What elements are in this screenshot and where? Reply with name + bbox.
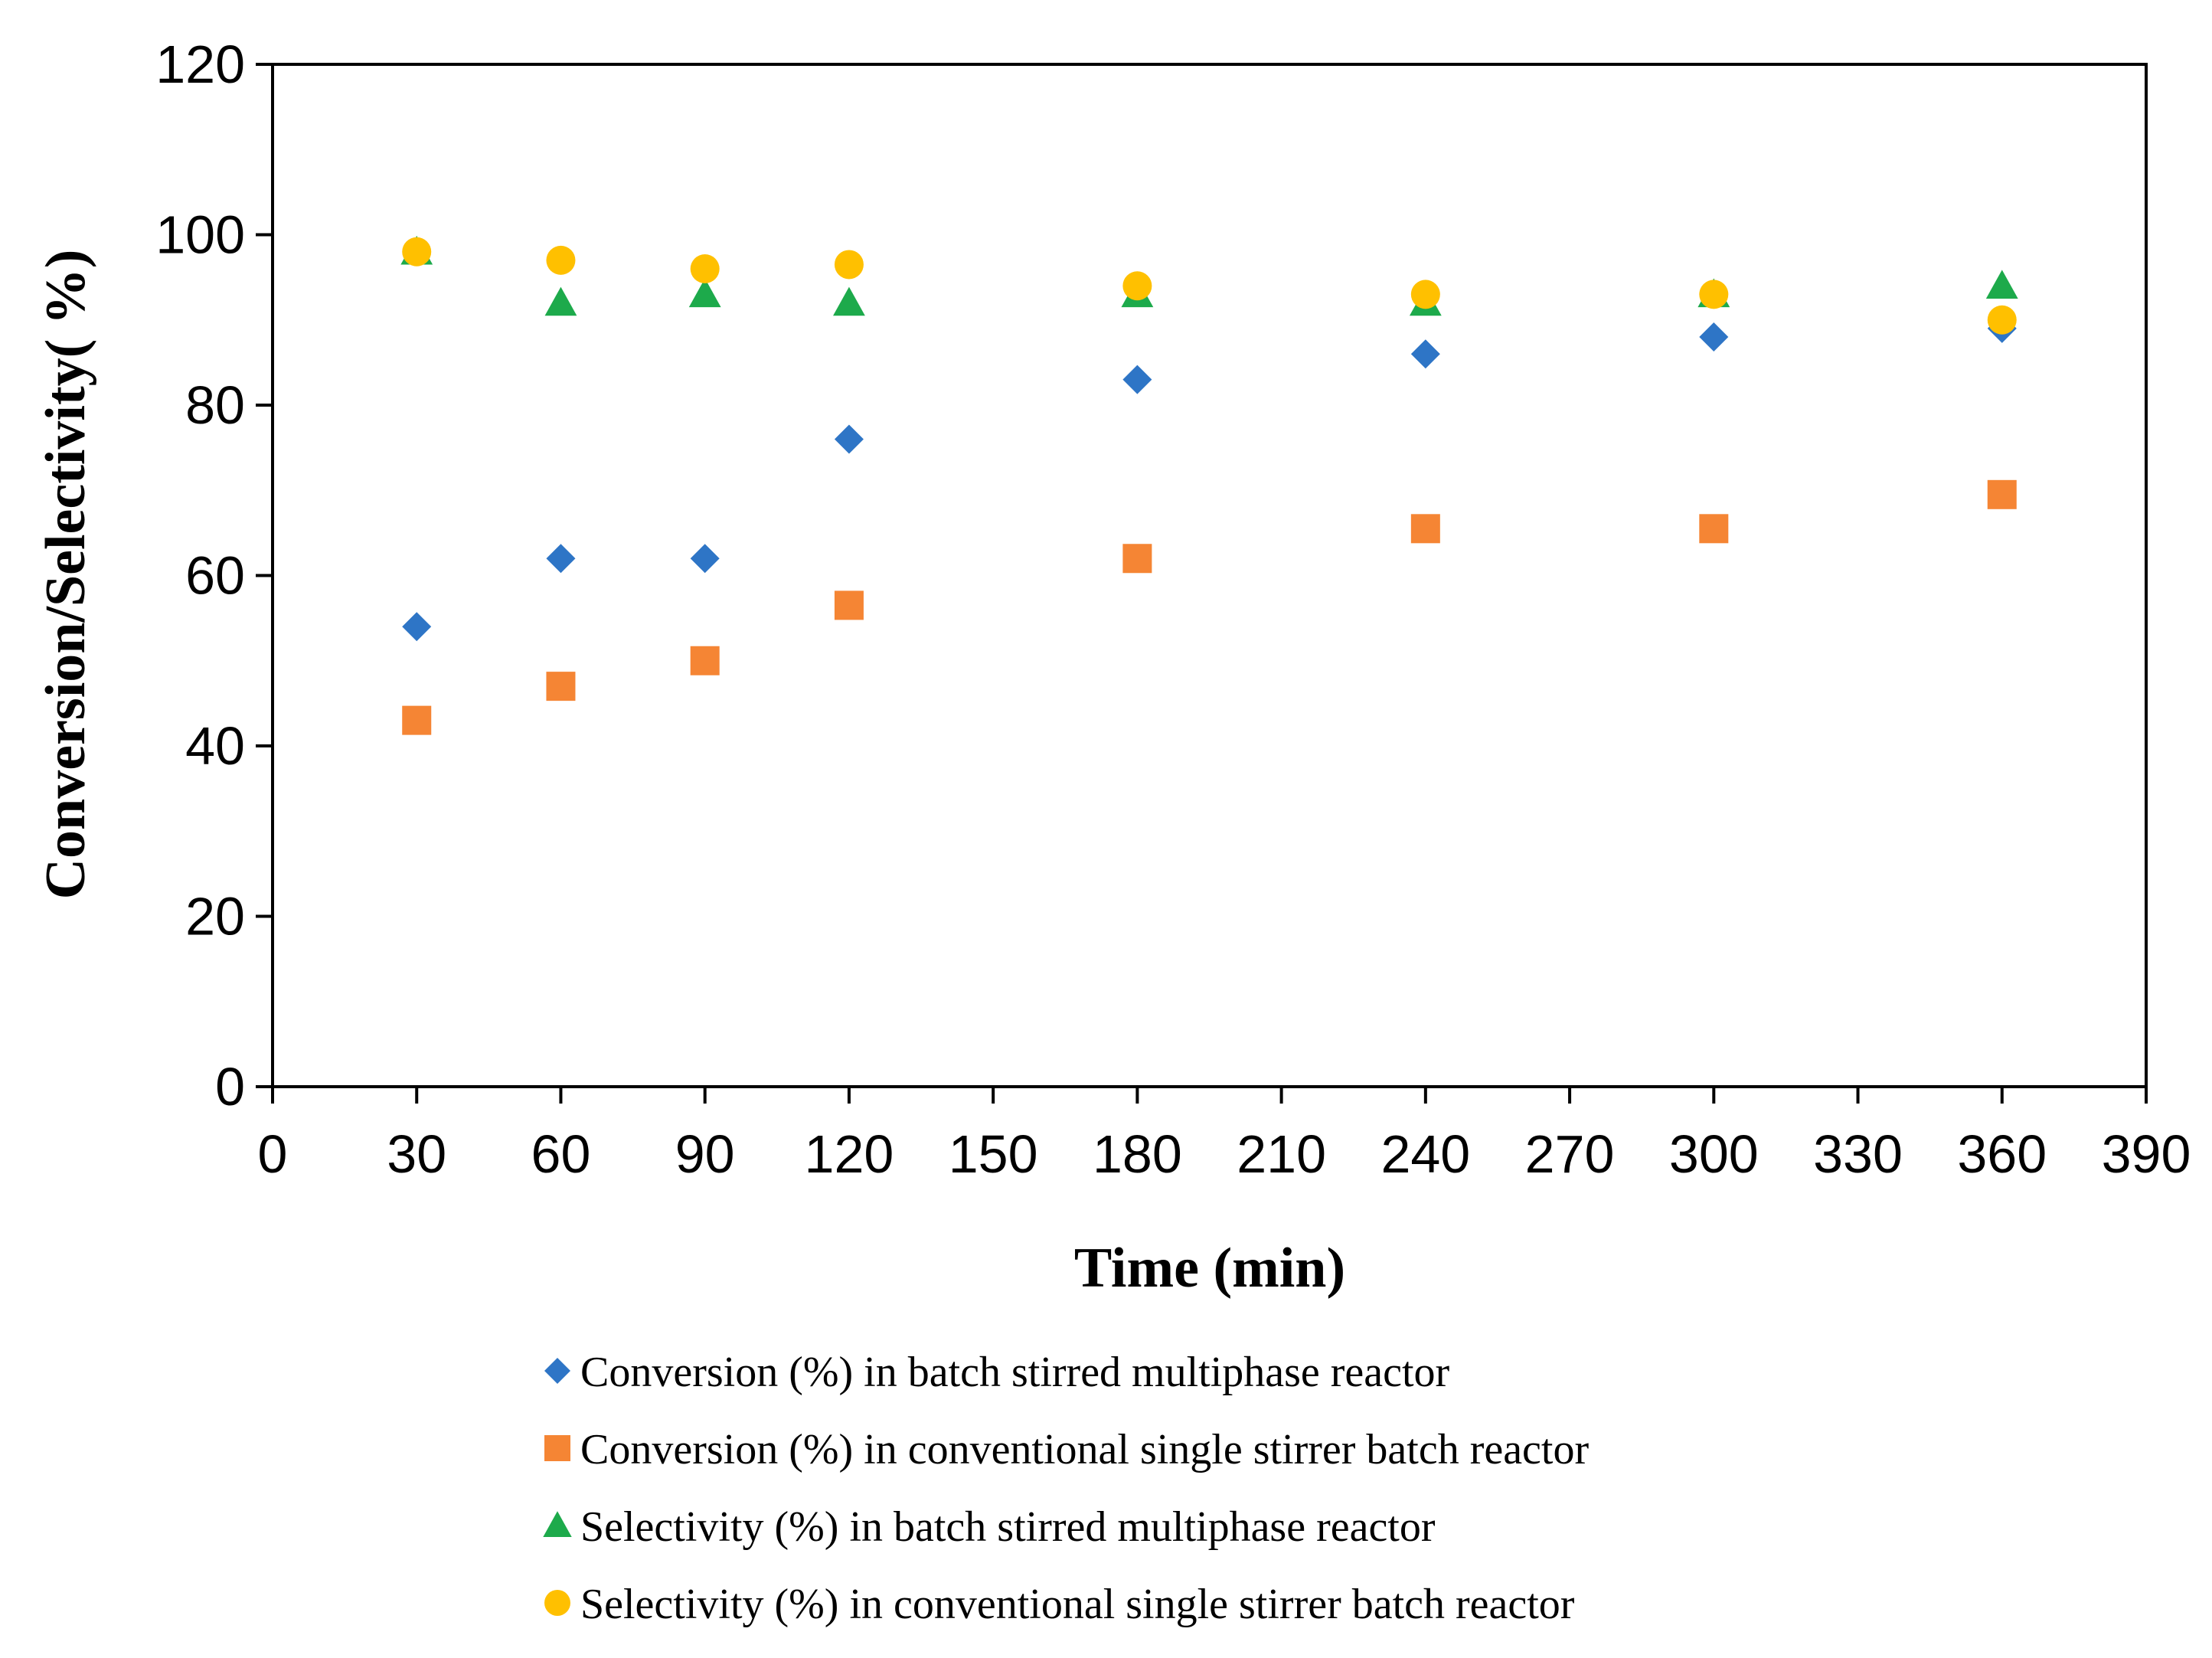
y-tick-label: 20 bbox=[185, 887, 245, 947]
x-tick-label: 180 bbox=[1093, 1124, 1182, 1184]
x-axis-title: Time (min) bbox=[1074, 1237, 1345, 1300]
y-tick-label: 60 bbox=[185, 546, 245, 606]
data-point-series-4 bbox=[1410, 280, 1440, 309]
data-point-series-3 bbox=[688, 278, 721, 308]
series-2 bbox=[402, 479, 2017, 735]
y-axis-title: Conversion/Selectivity( %) bbox=[34, 250, 97, 900]
x-tick-label: 360 bbox=[1957, 1124, 2047, 1184]
y-tick-label: 80 bbox=[185, 375, 245, 435]
data-point-series-3 bbox=[544, 286, 577, 316]
x-tick-label: 120 bbox=[805, 1124, 894, 1184]
x-tick-label: 30 bbox=[387, 1124, 446, 1184]
legend-label: Selectivity (%) in conventional single s… bbox=[580, 1581, 1575, 1628]
x-tick-label: 390 bbox=[2102, 1124, 2191, 1184]
legend-marker-2 bbox=[544, 1435, 570, 1461]
data-point-series-1 bbox=[402, 612, 432, 642]
data-point-series-1 bbox=[1122, 365, 1152, 394]
x-tick-label: 90 bbox=[675, 1124, 735, 1184]
y-tick-label: 40 bbox=[185, 716, 245, 776]
legend-label: Conversion (%) in batch stirred multipha… bbox=[580, 1349, 1450, 1396]
data-point-series-2 bbox=[834, 590, 864, 620]
data-point-series-1 bbox=[1410, 339, 1440, 369]
data-point-series-2 bbox=[1410, 514, 1440, 544]
x-tick-label: 60 bbox=[531, 1124, 591, 1184]
data-point-series-2 bbox=[546, 672, 576, 701]
data-point-series-4 bbox=[690, 254, 720, 283]
data-point-series-2 bbox=[690, 646, 720, 675]
y-tick-label: 0 bbox=[215, 1057, 245, 1117]
legend-label: Selectivity (%) in batch stirred multiph… bbox=[580, 1503, 1436, 1551]
data-point-series-3 bbox=[833, 286, 865, 316]
data-point-series-4 bbox=[546, 245, 576, 275]
data-point-series-3 bbox=[1985, 270, 2018, 299]
data-point-series-1 bbox=[546, 544, 576, 574]
data-points bbox=[400, 235, 2018, 735]
x-tick-label: 330 bbox=[1813, 1124, 1903, 1184]
x-tick-label: 240 bbox=[1380, 1124, 1470, 1184]
plot-area bbox=[271, 63, 2148, 1088]
data-point-series-2 bbox=[1699, 514, 1729, 544]
legend-marker-3 bbox=[543, 1511, 572, 1537]
data-point-series-2 bbox=[402, 705, 432, 735]
data-point-series-1 bbox=[690, 544, 720, 574]
x-tick-label: 0 bbox=[258, 1124, 288, 1184]
data-point-series-2 bbox=[1122, 544, 1152, 574]
data-point-series-1 bbox=[834, 424, 864, 454]
data-point-series-4 bbox=[834, 250, 864, 280]
y-tick-label: 100 bbox=[155, 205, 245, 265]
legend-marker-1 bbox=[544, 1358, 570, 1384]
legend-entry-3: Selectivity (%) in batch stirred multiph… bbox=[543, 1503, 1436, 1551]
x-axis: 0 30 60 90 120 150 180 210 240 270 300 330 360 390 bbox=[258, 1087, 2191, 1184]
legend-entry-1: Conversion (%) in batch stirred multipha… bbox=[544, 1349, 1450, 1396]
x-tick-label: 270 bbox=[1525, 1124, 1615, 1184]
data-point-series-4 bbox=[402, 237, 432, 267]
x-tick-label: 300 bbox=[1669, 1124, 1759, 1184]
y-tick-label: 120 bbox=[155, 34, 245, 94]
legend: Conversion (%) in batch stirred multipha… bbox=[543, 1349, 1589, 1628]
data-point-series-1 bbox=[1699, 322, 1729, 352]
y-axis: 0 20 40 60 80 100 120 bbox=[155, 34, 273, 1117]
x-tick-label: 150 bbox=[949, 1124, 1038, 1184]
data-point-series-4 bbox=[1699, 280, 1729, 309]
data-point-series-2 bbox=[1987, 479, 2017, 509]
data-point-series-4 bbox=[1122, 271, 1152, 301]
legend-entry-4: Selectivity (%) in conventional single s… bbox=[544, 1581, 1575, 1628]
legend-label: Conversion (%) in conventional single st… bbox=[580, 1426, 1589, 1473]
data-point-series-4 bbox=[1987, 305, 2017, 335]
legend-marker-4 bbox=[544, 1590, 570, 1616]
legend-entry-2: Conversion (%) in conventional single st… bbox=[544, 1426, 1589, 1473]
x-tick-label: 210 bbox=[1237, 1124, 1326, 1184]
series-4 bbox=[402, 237, 2017, 335]
